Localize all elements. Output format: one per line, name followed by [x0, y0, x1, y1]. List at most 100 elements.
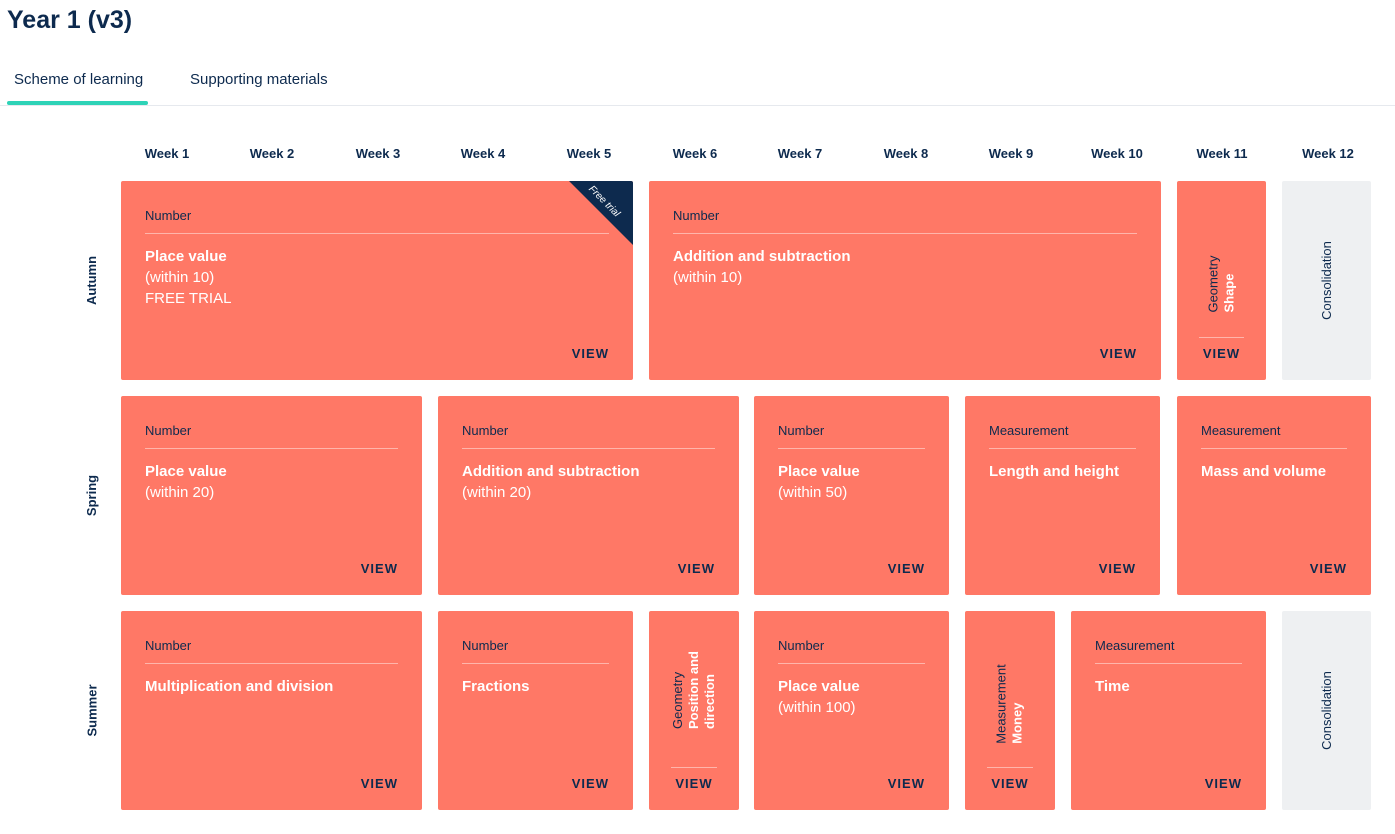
block-free-trial-text: FREE TRIAL — [145, 290, 232, 307]
block-topic: Length and height — [989, 461, 1140, 482]
block-category: Number — [145, 638, 192, 653]
term-label-autumn: Autumn — [84, 255, 100, 305]
block-topic: Fractions — [462, 676, 613, 697]
free-trial-ribbon: Free trial — [569, 181, 633, 245]
block-addition-subtraction-within-10[interactable]: Number Addition and subtraction (within … — [649, 181, 1161, 380]
divider — [462, 448, 715, 449]
block-topic: Time — [1095, 676, 1246, 697]
view-button[interactable]: VIEW — [360, 561, 398, 576]
view-button[interactable]: VIEW — [1098, 561, 1136, 576]
divider — [1201, 448, 1347, 449]
block-category: Measurement — [1095, 638, 1175, 653]
block-subtitle: (within 10) — [673, 269, 743, 286]
block-fractions[interactable]: Number Fractions VIEW — [438, 611, 633, 810]
block-subtitle: (within 20) — [145, 484, 215, 501]
block-topic: Place value (within 20) — [145, 461, 402, 503]
block-category: Number — [462, 423, 509, 438]
view-button[interactable]: VIEW — [675, 776, 713, 791]
block-shape[interactable]: Geometry Shape VIEW — [1177, 181, 1266, 380]
block-title: Place value — [778, 678, 860, 695]
divider — [987, 767, 1033, 768]
block-category: Number — [778, 423, 825, 438]
block-category: Number — [145, 208, 192, 223]
view-button[interactable]: VIEW — [571, 776, 609, 791]
block-mass-and-volume[interactable]: Measurement Mass and volume VIEW — [1177, 396, 1371, 595]
block-place-value-within-50[interactable]: Number Place value (within 50) VIEW — [754, 396, 949, 595]
page-title: Year 1 (v3) — [7, 6, 133, 34]
week-header: Week 6 — [672, 146, 718, 161]
block-place-value-within-10[interactable]: Number Place value (within 10) FREE TRIA… — [121, 181, 633, 380]
view-button[interactable]: VIEW — [1309, 561, 1347, 576]
block-multiplication-and-division[interactable]: Number Multiplication and division VIEW — [121, 611, 422, 810]
tab-scheme-of-learning[interactable]: Scheme of learning — [6, 70, 149, 105]
consolidation-block-autumn: Consolidation — [1282, 181, 1371, 380]
block-title-line1: Position and — [686, 651, 701, 729]
divider — [145, 663, 398, 664]
block-title: Place value — [145, 463, 227, 480]
block-place-value-within-100[interactable]: Number Place value (within 100) VIEW — [754, 611, 949, 810]
divider — [778, 663, 925, 664]
block-topic: Place value (within 10) FREE TRIAL — [145, 246, 613, 309]
view-button[interactable]: VIEW — [887, 561, 925, 576]
divider — [989, 448, 1136, 449]
block-place-value-within-20[interactable]: Number Place value (within 20) VIEW — [121, 396, 422, 595]
week-header: Week 8 — [883, 146, 929, 161]
consolidation-label: Consolidation — [1319, 671, 1334, 750]
week-header: Week 12 — [1302, 146, 1354, 161]
block-topic: Addition and subtraction (within 10) — [673, 246, 1141, 288]
block-subtitle: (within 50) — [778, 484, 848, 501]
week-header: Week 11 — [1196, 146, 1248, 161]
block-topic: Place value (within 100) — [778, 676, 929, 718]
week-header: Week 7 — [777, 146, 823, 161]
divider — [671, 767, 717, 768]
block-title: Addition and subtraction — [673, 248, 851, 265]
block-subtitle: (within 10) — [145, 269, 215, 286]
block-addition-subtraction-within-20[interactable]: Number Addition and subtraction (within … — [438, 396, 739, 595]
divider — [1199, 337, 1244, 338]
view-button[interactable]: VIEW — [887, 776, 925, 791]
week-header: Week 5 — [566, 146, 612, 161]
consolidation-label: Consolidation — [1319, 241, 1334, 320]
block-subtitle: (within 100) — [778, 699, 856, 716]
divider — [145, 448, 398, 449]
block-topic: Addition and subtraction (within 20) — [462, 461, 719, 503]
block-category: Number — [145, 423, 192, 438]
view-button[interactable]: VIEW — [360, 776, 398, 791]
divider — [1095, 663, 1242, 664]
block-title: Money — [1009, 702, 1025, 744]
block-category: Measurement — [993, 664, 1009, 744]
view-button[interactable]: VIEW — [1202, 346, 1241, 361]
term-label-summer: Summer — [84, 683, 100, 737]
week-header: Week 9 — [988, 146, 1034, 161]
block-category: Geometry — [1205, 255, 1221, 313]
divider — [145, 233, 609, 234]
block-time[interactable]: Measurement Time VIEW — [1071, 611, 1266, 810]
view-button[interactable]: VIEW — [571, 346, 609, 361]
block-title: Length and height — [989, 463, 1119, 480]
divider — [778, 448, 925, 449]
block-category: Number — [778, 638, 825, 653]
block-title: Place value — [778, 463, 860, 480]
block-category: Measurement — [989, 423, 1069, 438]
block-title: Time — [1095, 678, 1130, 695]
week-header: Week 4 — [460, 146, 506, 161]
block-title: Addition and subtraction — [462, 463, 640, 480]
block-category: Number — [673, 208, 720, 223]
week-header: Week 1 — [144, 146, 190, 161]
tab-supporting-materials[interactable]: Supporting materials — [190, 71, 328, 88]
block-topic: Mass and volume — [1201, 461, 1351, 482]
view-button[interactable]: VIEW — [991, 776, 1029, 791]
view-button[interactable]: VIEW — [1204, 776, 1242, 791]
divider — [462, 663, 609, 664]
view-button[interactable]: VIEW — [1099, 346, 1137, 361]
block-category: Geometry — [670, 671, 685, 729]
block-length-and-height[interactable]: Measurement Length and height VIEW — [965, 396, 1160, 595]
block-title: Mass and volume — [1201, 463, 1327, 480]
block-position-and-direction[interactable]: Geometry Position and direction VIEW — [649, 611, 739, 810]
block-title: Place value — [145, 248, 227, 265]
block-title-line2: direction — [702, 674, 717, 729]
block-money[interactable]: Measurement Money VIEW — [965, 611, 1055, 810]
view-button[interactable]: VIEW — [677, 561, 715, 576]
week-header: Week 3 — [355, 146, 401, 161]
block-category: Number — [462, 638, 509, 653]
